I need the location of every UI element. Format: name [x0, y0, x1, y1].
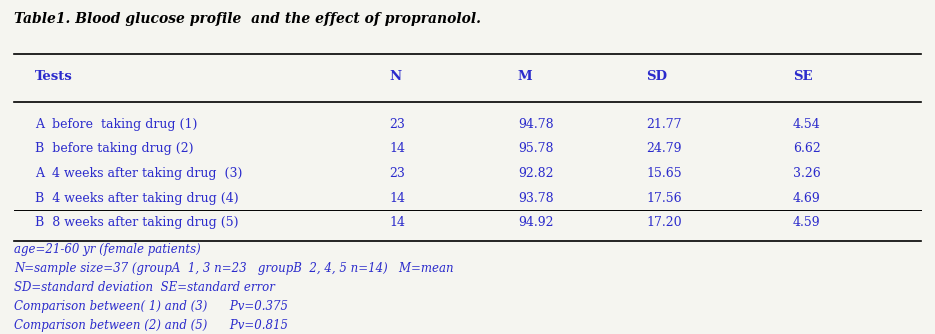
Text: 3.26: 3.26: [793, 167, 821, 180]
Text: N=sample size=37 (groupA  1, 3 n=23   groupB  2, 4, 5 n=14)   M=mean: N=sample size=37 (groupA 1, 3 n=23 group…: [14, 262, 453, 275]
Text: Table1. Blood glucose profile  and the effect of propranolol.: Table1. Blood glucose profile and the ef…: [14, 11, 481, 25]
Text: 92.82: 92.82: [518, 167, 554, 180]
Text: 94.92: 94.92: [518, 216, 554, 229]
Text: 14: 14: [390, 143, 406, 156]
Text: 4.69: 4.69: [793, 192, 821, 205]
Text: Tests: Tests: [35, 70, 73, 84]
Text: Comparison between( 1) and (3)      Pv=0.375: Comparison between( 1) and (3) Pv=0.375: [14, 300, 288, 313]
Text: B  4 weeks after taking drug (4): B 4 weeks after taking drug (4): [35, 192, 238, 205]
Text: 23: 23: [390, 167, 406, 180]
Text: A  4 weeks after taking drug  (3): A 4 weeks after taking drug (3): [35, 167, 242, 180]
Text: 95.78: 95.78: [518, 143, 554, 156]
Text: 14: 14: [390, 216, 406, 229]
Text: 4.59: 4.59: [793, 216, 820, 229]
Text: A  before  taking drug (1): A before taking drug (1): [35, 118, 197, 131]
Text: 94.78: 94.78: [518, 118, 554, 131]
Text: Comparison between (2) and (5)      Pv=0.815: Comparison between (2) and (5) Pv=0.815: [14, 319, 288, 332]
Text: 21.77: 21.77: [646, 118, 682, 131]
Text: SE: SE: [793, 70, 813, 84]
Text: 4.54: 4.54: [793, 118, 821, 131]
Text: 15.65: 15.65: [646, 167, 682, 180]
Text: 23: 23: [390, 118, 406, 131]
Text: 17.56: 17.56: [646, 192, 682, 205]
Text: 24.79: 24.79: [646, 143, 682, 156]
Text: 17.20: 17.20: [646, 216, 682, 229]
Text: M: M: [518, 70, 533, 84]
Text: B  8 weeks after taking drug (5): B 8 weeks after taking drug (5): [35, 216, 238, 229]
Text: N: N: [390, 70, 402, 84]
Text: SD=standard deviation  SE=standard error: SD=standard deviation SE=standard error: [14, 281, 275, 294]
Text: 14: 14: [390, 192, 406, 205]
Text: age=21-60 yr (female patients): age=21-60 yr (female patients): [14, 243, 201, 256]
Text: B  before taking drug (2): B before taking drug (2): [35, 143, 194, 156]
Text: SD: SD: [646, 70, 668, 84]
Text: 6.62: 6.62: [793, 143, 821, 156]
Text: 93.78: 93.78: [518, 192, 554, 205]
